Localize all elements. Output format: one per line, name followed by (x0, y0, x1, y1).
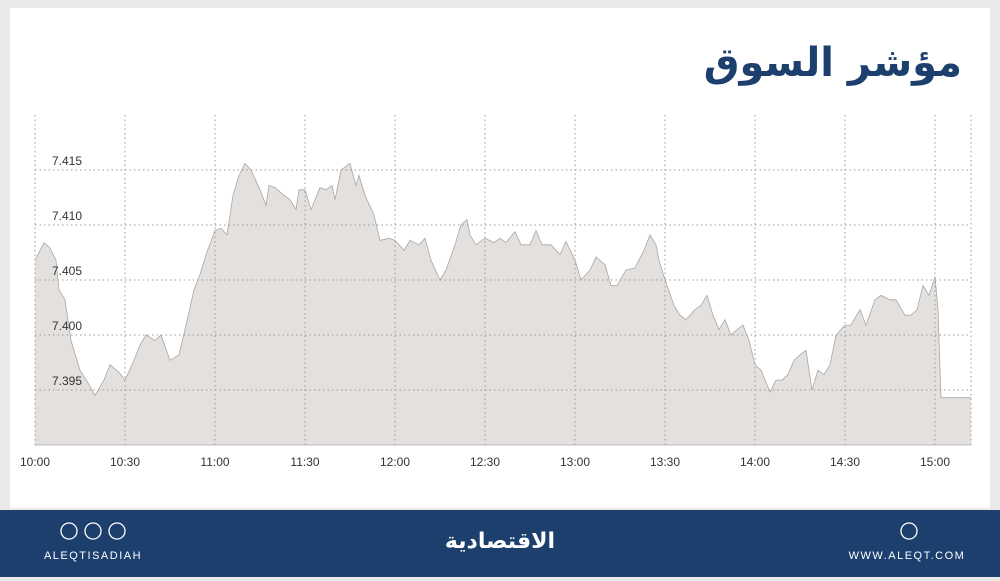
x-tick-label: 11:00 (200, 455, 229, 469)
footer-band (0, 510, 1000, 577)
website: WWW.ALEQT.COM (849, 550, 966, 562)
x-tick-label: 12:30 (470, 455, 500, 469)
y-tick-label: 7.405 (52, 264, 82, 278)
x-tick-label: 10:30 (110, 455, 140, 469)
x-tick-label: 11:30 (290, 455, 319, 469)
area (35, 163, 971, 445)
instagram-icon[interactable] (60, 522, 78, 540)
web-icon[interactable] (900, 522, 918, 540)
twitter-icon[interactable] (108, 522, 126, 540)
facebook-icon[interactable] (84, 522, 102, 540)
y-tick-label: 7.415 (52, 154, 82, 168)
x-tick-label: 15:00 (920, 455, 950, 469)
x-tick-label: 13:30 (650, 455, 680, 469)
x-tick-label: 10:00 (20, 455, 50, 469)
social-icons (60, 522, 918, 540)
social-handle: ALEQTISADIAH (44, 550, 142, 562)
y-tick-label: 7.395 (52, 374, 82, 388)
x-tick-label: 12:00 (380, 455, 410, 469)
x-tick-label: 14:00 (740, 455, 770, 469)
plot-area: 7.395 7.400 7.405 7.410 7.415 10:00 10:30 11:00… (20, 115, 972, 469)
chart-title: مؤشر السوق (704, 40, 962, 86)
logo: الاقتصادية (445, 529, 555, 554)
x-tick-label: 13:00 (560, 455, 590, 469)
y-tick-label: 7.410 (52, 209, 82, 223)
x-tick-label: 14:30 (830, 455, 860, 469)
y-tick-label: 7.400 (52, 319, 82, 333)
